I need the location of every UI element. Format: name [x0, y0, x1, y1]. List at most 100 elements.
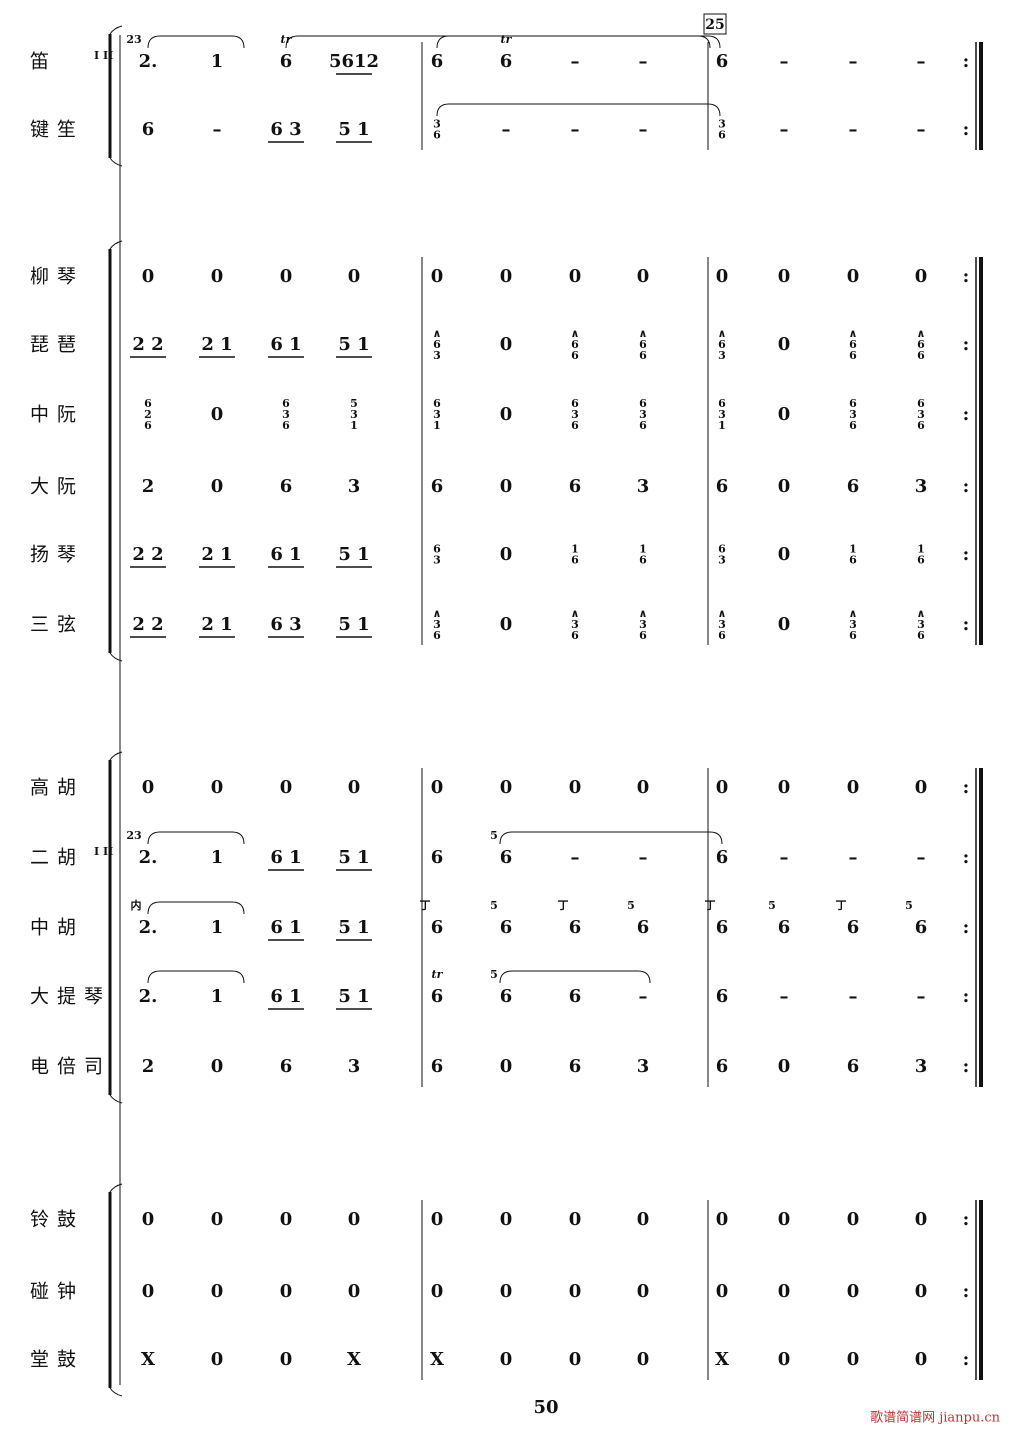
note: 2.	[139, 51, 158, 72]
note: 5 1	[338, 917, 369, 938]
note: 3	[348, 476, 361, 497]
repeat-dots: :	[963, 917, 970, 938]
chord-note: 3	[433, 554, 441, 567]
note: –	[502, 119, 511, 140]
note: 0	[915, 1349, 928, 1370]
note: 5 1	[338, 614, 369, 635]
instrument-name: 笛	[30, 51, 57, 73]
note: 0	[500, 1281, 513, 1302]
slur	[436, 103, 721, 117]
chord-note: 3	[433, 618, 441, 631]
note: 6 1	[270, 334, 301, 355]
bracket-end	[109, 1183, 123, 1397]
chord-note: ∧	[718, 327, 727, 340]
chord-note: 6	[917, 349, 925, 362]
chord-note: 6	[282, 397, 290, 410]
note: 3	[915, 476, 928, 497]
note: –	[917, 119, 926, 140]
note: 0	[211, 1349, 224, 1370]
chord-note: 6	[433, 543, 441, 556]
note: 5612	[329, 51, 379, 72]
chord-note: 2	[144, 408, 152, 421]
chord-note: 6	[917, 419, 925, 432]
chord-note: 6	[433, 338, 441, 351]
note: X	[430, 1349, 444, 1370]
chord-note: 6	[639, 554, 647, 567]
note: 6	[847, 917, 860, 938]
note: 0	[211, 266, 224, 287]
note: 0	[716, 1281, 729, 1302]
note: 6	[569, 476, 582, 497]
chord-note: 6	[849, 629, 857, 642]
note: 6	[569, 917, 582, 938]
instrument-name: 高胡	[30, 777, 84, 799]
ornament: tr	[432, 968, 444, 981]
note: 0	[778, 1056, 791, 1077]
note: 2 1	[201, 544, 232, 565]
slur	[147, 831, 245, 845]
chord-note: 3	[917, 408, 925, 421]
chord-note: 6	[433, 397, 441, 410]
note: –	[780, 51, 789, 72]
note: –	[571, 847, 580, 868]
chord-note: 3	[718, 408, 726, 421]
note: 0	[569, 266, 582, 287]
ornament: 5	[490, 899, 498, 912]
note: 2 1	[201, 614, 232, 635]
instrument-name: 二胡	[30, 847, 84, 869]
note: 2 2	[132, 614, 163, 635]
repeat-dots: :	[963, 334, 970, 355]
note: 0	[569, 777, 582, 798]
instrument-name: 碰钟	[30, 1281, 84, 1303]
chord-note: 1	[350, 419, 358, 432]
note: 0	[211, 1209, 224, 1230]
note: 0	[500, 1209, 513, 1230]
note: 0	[716, 1209, 729, 1230]
rehearsal-mark: 25	[705, 17, 724, 33]
chord-note: 6	[849, 338, 857, 351]
note: 0	[500, 614, 513, 635]
note: –	[639, 119, 648, 140]
chord-note: 6	[571, 554, 579, 567]
chord-note: 3	[571, 618, 579, 631]
note: 0	[348, 777, 361, 798]
note: 0	[716, 777, 729, 798]
note: 6	[431, 1056, 444, 1077]
note: X	[715, 1349, 729, 1370]
note: –	[849, 51, 858, 72]
note: 6	[637, 917, 650, 938]
repeat-dots: :	[963, 986, 970, 1007]
chord-note: 6	[917, 338, 925, 351]
note: 0	[280, 1281, 293, 1302]
chord-note: 3	[433, 118, 441, 131]
note: 6	[716, 986, 729, 1007]
note: 0	[847, 1281, 860, 1302]
note: 0	[915, 1281, 928, 1302]
note: 0	[211, 777, 224, 798]
note: 0	[500, 544, 513, 565]
note: 0	[637, 1281, 650, 1302]
note: 3	[637, 476, 650, 497]
ornament: 5	[627, 899, 635, 912]
chord-note: 6	[849, 397, 857, 410]
note: 0	[778, 334, 791, 355]
chord-note: 6	[639, 349, 647, 362]
repeat-dots: :	[963, 614, 970, 635]
part-numbers: I II	[94, 49, 113, 62]
note: 1	[211, 847, 224, 868]
note: 6	[431, 476, 444, 497]
chord-note: 3	[849, 408, 857, 421]
note: 0	[348, 266, 361, 287]
note: 6	[431, 51, 444, 72]
note: 6	[431, 986, 444, 1007]
part-numbers: I II	[94, 845, 113, 858]
note: 6 1	[270, 544, 301, 565]
note: –	[849, 986, 858, 1007]
note: –	[917, 986, 926, 1007]
chord-note: 3	[350, 408, 358, 421]
note: 0	[280, 266, 293, 287]
note: 0	[211, 404, 224, 425]
note: 6 1	[270, 847, 301, 868]
chord-note: 3	[718, 349, 726, 362]
